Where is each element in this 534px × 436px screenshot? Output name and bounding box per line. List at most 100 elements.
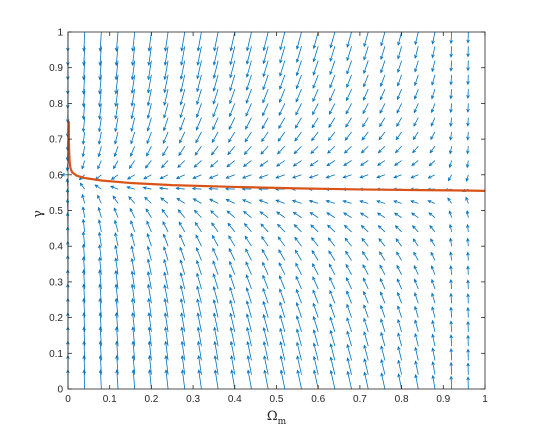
field-arrowhead xyxy=(230,369,234,374)
field-arrowhead xyxy=(296,369,300,374)
field-arrow xyxy=(278,103,286,116)
field-arrow xyxy=(378,225,386,233)
field-arrow xyxy=(279,328,286,347)
field-arrow xyxy=(449,160,453,168)
field-arrow xyxy=(330,343,336,361)
field-arrowhead xyxy=(309,212,314,216)
field-arrow xyxy=(343,212,352,218)
field-arrow xyxy=(361,131,369,141)
field-arrowhead xyxy=(414,346,418,351)
field-arrowhead xyxy=(363,83,367,88)
field-arrow xyxy=(260,211,269,218)
field-arrow xyxy=(161,160,169,168)
field-arrow xyxy=(147,259,152,275)
field-arrowhead xyxy=(163,89,167,94)
field-arrowhead xyxy=(466,348,470,353)
field-arrow xyxy=(346,304,352,318)
field-arrow xyxy=(309,200,319,204)
field-arrow xyxy=(147,103,152,119)
field-arrow xyxy=(179,117,186,131)
field-arrowhead xyxy=(449,251,453,256)
field-arrowhead xyxy=(363,331,367,336)
field-arrowhead xyxy=(179,298,184,303)
field-arrow xyxy=(116,355,119,375)
field-arrow xyxy=(397,346,402,361)
field-arrowhead xyxy=(414,68,418,73)
field-arrow xyxy=(380,46,386,60)
field-arrow xyxy=(132,312,136,332)
field-arrowhead xyxy=(449,136,453,141)
field-arrowhead xyxy=(329,356,334,361)
field-arrowhead xyxy=(393,175,398,179)
field-arrow xyxy=(328,117,336,128)
field-arrowhead xyxy=(179,88,184,93)
field-arrow xyxy=(450,279,453,290)
field-arrowhead xyxy=(363,304,367,309)
field-arrow xyxy=(115,89,119,107)
field-arrowhead xyxy=(195,259,200,264)
field-arrow xyxy=(99,298,102,318)
field-arrowhead xyxy=(228,138,232,143)
field-arrow xyxy=(146,146,152,157)
field-arrow xyxy=(296,289,302,304)
field-arrowhead xyxy=(158,186,163,191)
field-arrowhead xyxy=(130,257,134,262)
field-arrow xyxy=(398,374,402,390)
field-arrowhead xyxy=(242,163,247,168)
field-arrowhead xyxy=(261,138,265,143)
field-arrowhead xyxy=(412,238,417,243)
field-arrow xyxy=(412,225,419,233)
field-arrowhead xyxy=(380,69,384,74)
field-arrow xyxy=(115,60,119,80)
field-arrowhead xyxy=(243,151,248,155)
field-arrow xyxy=(97,160,102,169)
field-arrow xyxy=(262,288,269,304)
field-arrowhead xyxy=(413,264,417,270)
field-arrowhead xyxy=(279,301,283,306)
field-arrowhead xyxy=(295,45,300,50)
field-arrow xyxy=(213,286,219,304)
field-arrowhead xyxy=(344,237,349,242)
field-arrow xyxy=(262,262,269,275)
field-arrowhead xyxy=(146,89,151,94)
field-arrow xyxy=(310,145,319,154)
field-arrowhead xyxy=(448,223,453,228)
field-arrowhead xyxy=(359,200,364,204)
field-arrow xyxy=(396,251,402,261)
field-arrow xyxy=(148,327,152,347)
field-arrow xyxy=(111,174,119,180)
field-arrowhead xyxy=(311,137,315,142)
field-arrow xyxy=(159,187,169,190)
field-arrowhead xyxy=(378,237,383,242)
field-arrowhead xyxy=(414,374,418,379)
field-arrow xyxy=(132,370,136,390)
field-arrowhead xyxy=(213,355,218,360)
field-arrow xyxy=(329,277,336,290)
field-arrow xyxy=(296,315,302,332)
field-arrow xyxy=(163,103,169,118)
field-arrowhead xyxy=(60,173,65,177)
field-arrow xyxy=(230,327,236,347)
field-arrowhead xyxy=(163,76,167,81)
field-arrowhead xyxy=(196,272,200,277)
field-arrowhead xyxy=(278,98,283,103)
field-arrowhead xyxy=(410,175,415,179)
field-arrowhead xyxy=(230,355,234,360)
field-arrowhead xyxy=(466,67,470,72)
field-arrowhead xyxy=(179,114,183,119)
field-arrowhead xyxy=(146,140,150,145)
field-arrowhead xyxy=(148,369,152,374)
field-arrowhead xyxy=(130,140,134,145)
field-arrow xyxy=(432,46,436,58)
field-arrowhead xyxy=(328,124,332,129)
field-arrowhead xyxy=(376,200,381,204)
field-arrowhead xyxy=(413,122,417,127)
y-tick-label: 0.2 xyxy=(49,313,63,324)
field-arrow xyxy=(245,274,252,290)
field-arrowhead xyxy=(194,221,199,226)
field-arrowhead xyxy=(431,374,435,379)
field-arrowhead xyxy=(244,138,249,143)
field-arrowhead xyxy=(98,47,103,52)
field-arrowhead xyxy=(431,81,435,86)
field-arrowhead xyxy=(130,76,135,81)
